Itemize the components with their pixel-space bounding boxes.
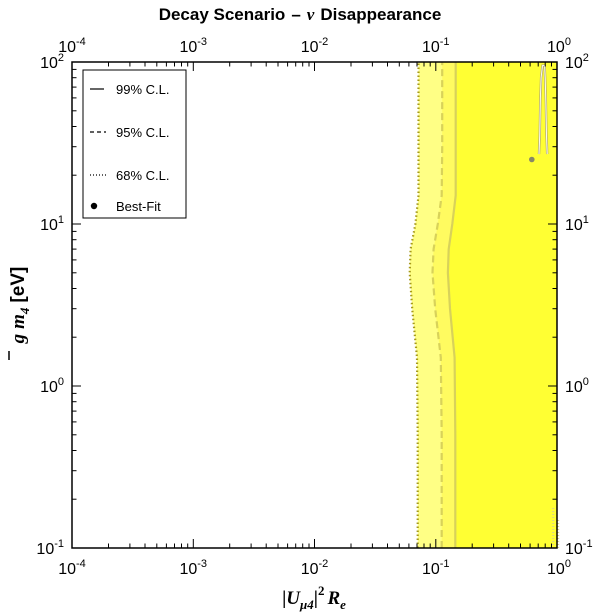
y-tick-label-left: 100 bbox=[40, 376, 64, 396]
y-tick-label-left: 102 bbox=[40, 52, 64, 72]
contour-lines bbox=[408, 62, 560, 548]
x-tick-label-top: 10-4 bbox=[58, 36, 86, 56]
legend: 99% C.L. 95% C.L. 68% C.L. Best-Fit bbox=[82, 69, 187, 219]
legend-label-95: 95% C.L. bbox=[116, 125, 169, 140]
chart-title: Decay Scenario – ν Disappearance bbox=[159, 5, 442, 24]
x-tick-label-top: 10-2 bbox=[301, 36, 329, 56]
y-tick-label-left: 101 bbox=[40, 214, 64, 234]
y-tick-label-right: 10-1 bbox=[565, 538, 593, 558]
y-tick-label-right: 101 bbox=[565, 214, 589, 234]
contour-68 bbox=[446, 62, 457, 548]
x-tick-label-bottom: 10-2 bbox=[301, 558, 329, 578]
region-68 bbox=[447, 62, 557, 548]
x-tick-label-bottom: 10-4 bbox=[58, 558, 86, 578]
x-axis-label: |Uμ4|2 Re bbox=[282, 583, 346, 612]
x-tick-label-bottom: 100 bbox=[547, 558, 571, 578]
x-tick-label-top: 10-3 bbox=[179, 36, 207, 56]
y-tick-label-right: 102 bbox=[565, 52, 589, 72]
x-tick-label-bottom: 10-3 bbox=[179, 558, 207, 578]
axis-ticks bbox=[71, 62, 557, 549]
contour-95 bbox=[431, 62, 444, 548]
legend-swatch-bestfit bbox=[90, 202, 98, 210]
tick-labels: 10-410-410-310-310-210-210-110-110010010… bbox=[36, 36, 592, 578]
y-tick-label-right: 100 bbox=[565, 376, 589, 396]
x-tick-label-top: 10-1 bbox=[422, 36, 450, 56]
best-fit-point bbox=[529, 156, 535, 163]
confidence-regions bbox=[409, 62, 557, 548]
x-tick-label-top: 100 bbox=[547, 36, 571, 56]
y-tick-label-left: 10-1 bbox=[36, 538, 64, 558]
x-tick-label-bottom: 10-1 bbox=[422, 558, 450, 578]
legend-label-68: 68% C.L. bbox=[116, 168, 169, 183]
legend-box bbox=[82, 69, 187, 219]
contour-68-island-inner bbox=[538, 65, 548, 155]
legend-label-99: 99% C.L. bbox=[116, 82, 169, 97]
legend-label-bestfit: Best-Fit bbox=[116, 199, 161, 214]
y-axis-label: gm4[eV] bbox=[8, 267, 32, 345]
